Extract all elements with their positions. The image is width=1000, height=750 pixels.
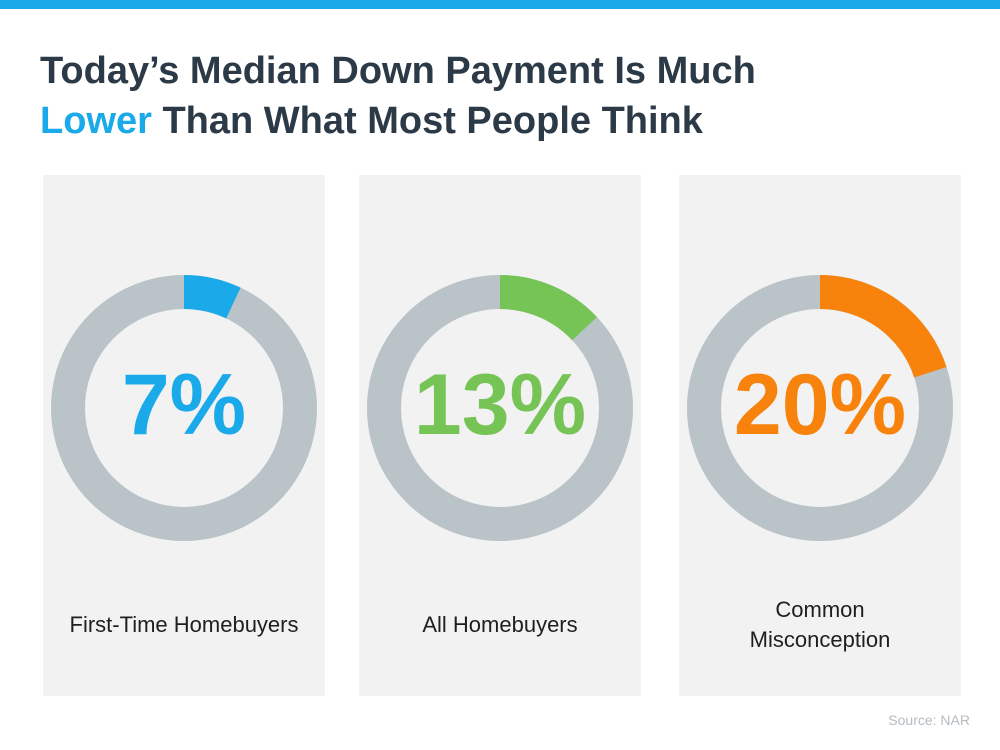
- label-text-all: All Homebuyers: [422, 612, 578, 637]
- donut-segment-first-time: [51, 275, 317, 541]
- panel-first-time-homebuyers: 7% First-Time Homebuyers: [43, 175, 325, 696]
- percent-value-misconception: 20%: [733, 357, 907, 453]
- label-text-first-time: First-Time Homebuyers: [69, 612, 299, 637]
- panel-all-homebuyers: 13% All Homebuyers: [359, 175, 641, 696]
- donut-chart-first-time: [51, 275, 317, 541]
- label-text-misconception: Common Misconception: [749, 597, 891, 652]
- donut-chart-misconception: [687, 275, 953, 541]
- label-all: All Homebuyers: [359, 585, 641, 665]
- title-accent-word: Lower: [40, 100, 152, 142]
- page-title: Today’s Median Down Payment Is Much Lowe…: [40, 46, 980, 146]
- donut-segment-misconception: [687, 275, 953, 541]
- title-line-2: Than What Most People Think: [151, 100, 703, 142]
- source-note: Source: NAR: [888, 712, 970, 728]
- percent-value-all: 13%: [413, 357, 587, 453]
- donut-segment-all: [367, 275, 633, 541]
- label-misconception: Common Misconception: [679, 585, 961, 665]
- panel-common-misconception: 20% Common Misconception: [679, 175, 961, 696]
- label-first-time: First-Time Homebuyers: [43, 585, 325, 665]
- percent-value-first-time: 7%: [121, 357, 247, 453]
- title-line-1: Today’s Median Down Payment Is Much: [40, 50, 756, 92]
- donut-chart-all: [367, 275, 633, 541]
- top-accent-bar: [0, 0, 1000, 9]
